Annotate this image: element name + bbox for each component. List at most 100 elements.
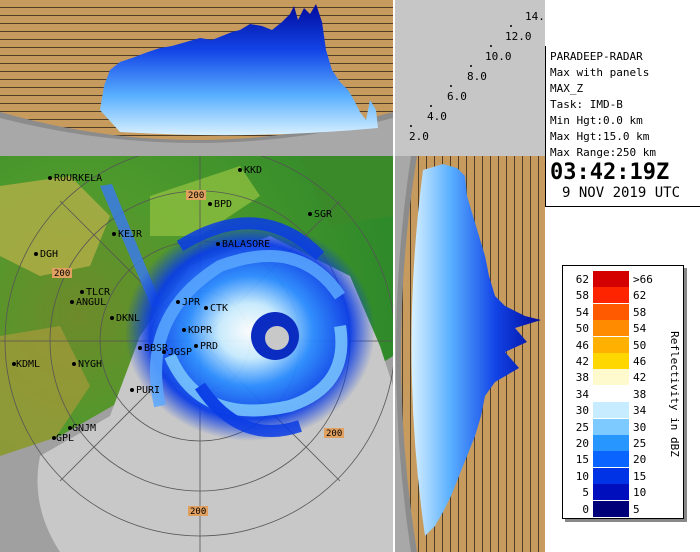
legend-row: 15 20 xyxy=(567,450,657,468)
min-height: Min Hgt:0.0 km xyxy=(550,114,643,127)
place-bbsr: BBSR xyxy=(144,343,169,354)
place-gpl: GPL xyxy=(56,433,74,444)
legend-color-swatch xyxy=(593,500,629,517)
legend-row: 25 30 xyxy=(567,418,657,436)
legend-upper-bound: 38 xyxy=(633,387,647,401)
legend-title: Reflectivity in dBZ xyxy=(668,331,681,457)
legend-color-swatch xyxy=(593,467,629,484)
place-kejr: KEJR xyxy=(118,229,143,240)
place-gnjm: GNJM xyxy=(72,423,96,434)
legend-upper-bound: >66 xyxy=(633,273,653,286)
legend-row: 20 25 xyxy=(567,434,657,452)
place-jgsp: JGSP xyxy=(168,347,192,358)
legend-lower-bound: 42 xyxy=(575,355,589,368)
legend-color-swatch xyxy=(593,303,629,320)
legend-upper-bound: 5 xyxy=(633,502,640,516)
top-cross-section-graphic xyxy=(0,0,393,156)
legend-color-swatch xyxy=(593,369,629,386)
height-tick-6: 6.0 xyxy=(447,90,467,103)
height-tick-2: 2.0 xyxy=(409,130,429,143)
legend-upper-bound: 25 xyxy=(633,437,647,450)
range-labels: 200 200 200 200 xyxy=(52,190,344,517)
legend-lower-bound: 20 xyxy=(575,437,589,450)
height-scale-dots xyxy=(410,25,512,127)
legend-row: 46 50 xyxy=(567,336,657,354)
place-bpd: BPD xyxy=(214,199,232,210)
legend-row: 34 38 xyxy=(567,385,657,403)
place-ctk: CTK xyxy=(210,303,228,314)
place-jpr: JPR xyxy=(182,297,201,308)
place-sgr: SGR xyxy=(314,209,333,220)
legend-lower-bound: 5 xyxy=(582,486,589,500)
top-echo-profile xyxy=(100,4,378,136)
legend-color-swatch xyxy=(593,336,629,353)
place-kkd: KKD xyxy=(244,165,262,176)
legend-color-swatch xyxy=(593,287,629,304)
legend-lower-bound: 54 xyxy=(575,305,589,319)
radar-info-box: PARADEEP-RADAR Max with panels MAX_Z Tas… xyxy=(545,46,700,207)
radar-ppi-map: ROURKELA KKD BPD KEJR SGR BALASORE DGH T… xyxy=(0,156,393,552)
place-rourkela: ROURKELA xyxy=(54,173,102,184)
legend-lower-bound: 25 xyxy=(575,420,589,434)
range-label-left: 200 xyxy=(54,269,70,279)
legend-color-swatch xyxy=(593,435,629,451)
reflectivity-legend: 62 >66 58 62 54 58 50 54 46 50 42 46 38 42 34 38 30 34 25 3… xyxy=(562,265,684,519)
place-tlcr: TLCR xyxy=(86,287,111,298)
observation-time: 03:42:19Z xyxy=(550,160,670,185)
right-echo-profile xyxy=(411,164,541,536)
legend-upper-bound: 20 xyxy=(633,453,647,467)
place-prd: PRD xyxy=(200,341,218,352)
legend-upper-bound: 54 xyxy=(633,322,647,336)
legend-upper-bound: 10 xyxy=(633,486,647,500)
legend-upper-bound: 15 xyxy=(633,469,647,483)
legend-color-swatch xyxy=(593,484,629,501)
product-name: Max with panels xyxy=(550,66,650,79)
range-label-right: 200 xyxy=(326,429,342,439)
top-cross-section-panel xyxy=(0,0,393,156)
right-cross-section-panel xyxy=(395,156,545,552)
legend-color-swatch xyxy=(593,320,629,337)
legend-lower-bound: 10 xyxy=(575,469,589,483)
legend-lower-bound: 34 xyxy=(575,387,589,401)
max-height: Max Hgt:15.0 km xyxy=(550,130,650,143)
right-cross-section-graphic xyxy=(395,156,545,552)
height-tick-4: 4.0 xyxy=(427,110,447,123)
field-name: MAX_Z xyxy=(550,82,584,95)
observation-date: 9 NOV 2019 UTC xyxy=(562,185,681,201)
legend-row: 50 54 xyxy=(567,319,657,337)
legend-color-swatch xyxy=(593,418,629,435)
place-kdpr: KDPR xyxy=(188,325,213,336)
height-tick-12: 12.0 xyxy=(505,30,532,43)
legend-row: 38 42 xyxy=(567,368,657,386)
legend-row: 54 58 xyxy=(567,303,657,321)
legend-row: 58 62 xyxy=(567,286,657,304)
range-label-bottom: 200 xyxy=(190,507,206,517)
legend-upper-bound: 50 xyxy=(633,338,647,352)
place-angul: ANGUL xyxy=(76,297,106,308)
legend-row: 5 10 xyxy=(567,483,657,501)
legend-lower-bound: 50 xyxy=(575,322,589,336)
legend-color-swatch xyxy=(593,402,629,419)
legend-lower-bound: 0 xyxy=(582,502,589,516)
place-labels: ROURKELA KKD BPD KEJR SGR BALASORE DGH T… xyxy=(12,165,333,444)
legend-upper-bound: 30 xyxy=(633,420,647,434)
place-dgh: DGH xyxy=(40,249,58,260)
legend-lower-bound: 58 xyxy=(575,289,589,303)
legend-color-swatch xyxy=(593,271,629,287)
legend-color-swatch xyxy=(593,353,629,369)
legend-upper-bound: 46 xyxy=(633,355,647,368)
place-dknl: DKNL xyxy=(116,313,140,324)
legend-row: 62 >66 xyxy=(567,270,657,288)
legend-row: 30 34 xyxy=(567,401,657,419)
legend-lower-bound: 15 xyxy=(575,453,589,467)
height-scale-panel: 2.0 4.0 6.0 8.0 10.0 12.0 14.0 xyxy=(395,0,545,156)
legend-color-swatch xyxy=(593,385,629,402)
range-label-top: 200 xyxy=(188,191,204,201)
task-name: Task: IMD-B xyxy=(550,98,623,111)
place-kdml: KDML xyxy=(16,359,40,370)
place-nygh: NYGH xyxy=(78,359,102,370)
height-tick-14: 14.0 xyxy=(525,10,545,23)
legend-lower-bound: 30 xyxy=(575,404,589,418)
station-name: PARADEEP-RADAR xyxy=(550,50,643,63)
